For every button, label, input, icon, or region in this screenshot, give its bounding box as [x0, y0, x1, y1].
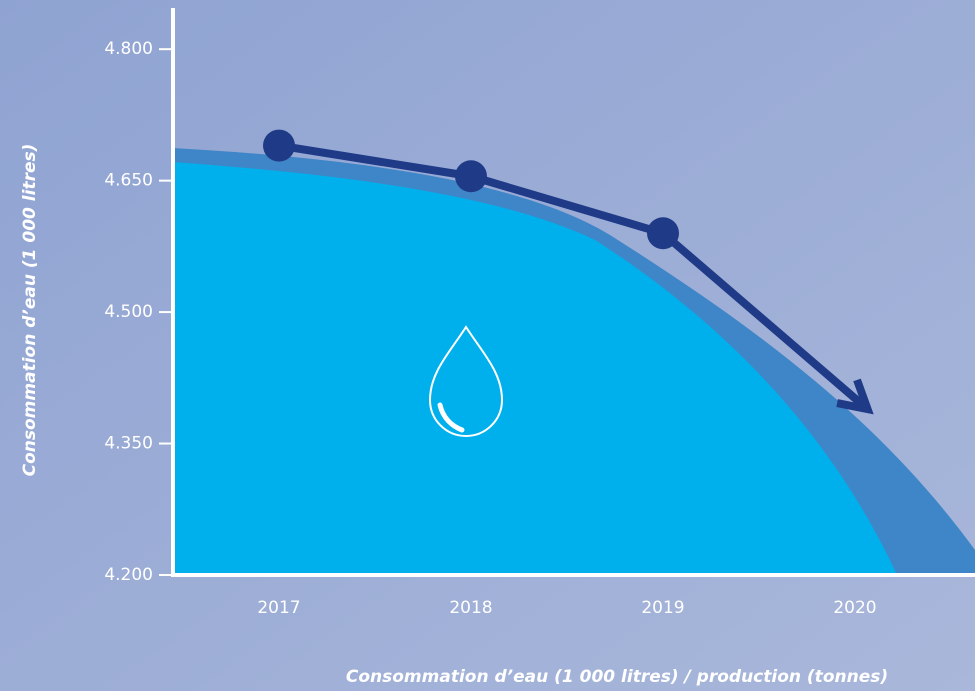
- y-tick-label: 4.350: [104, 434, 153, 454]
- x-tick-label: 2018: [449, 598, 492, 618]
- point: [263, 129, 295, 162]
- drop-icon: [428, 325, 504, 437]
- x-tick-label: 2017: [257, 598, 300, 618]
- x-tick-label: 2019: [641, 598, 684, 618]
- y-axis-label: Consommation d’eau (1 000 litres): [20, 144, 40, 477]
- y-tick-label: 4.650: [104, 171, 153, 191]
- point: [455, 160, 487, 193]
- x-axis-label: Consommation d’eau (1 000 litres) / prod…: [346, 667, 888, 687]
- point: [647, 217, 679, 250]
- x-tick-label: 2020: [833, 598, 876, 618]
- y-tick-label: 4.800: [104, 39, 153, 59]
- trend-arrow-head: [836, 378, 874, 415]
- y-tick-label: 4.200: [104, 565, 153, 585]
- y-tick-label: 4.500: [104, 302, 153, 322]
- decor-area: [173, 162, 897, 575]
- trend-arrow: [660, 230, 866, 409]
